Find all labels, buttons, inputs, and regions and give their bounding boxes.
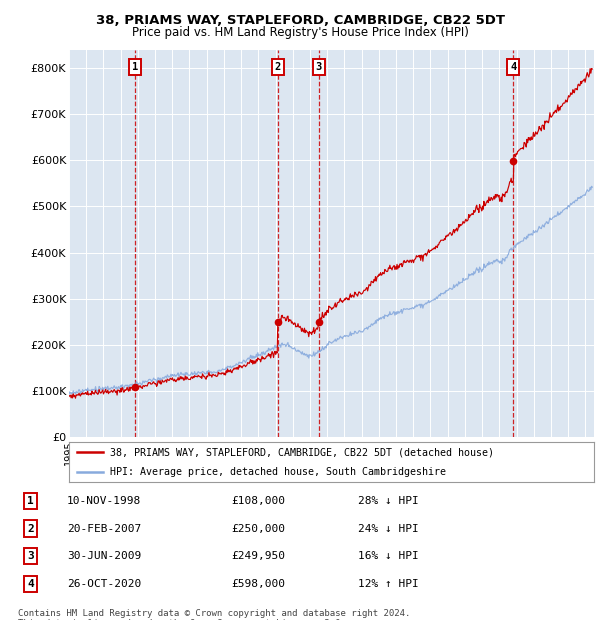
Text: Price paid vs. HM Land Registry's House Price Index (HPI): Price paid vs. HM Land Registry's House …: [131, 26, 469, 39]
Text: 20-FEB-2007: 20-FEB-2007: [67, 523, 141, 534]
Text: 12% ↑ HPI: 12% ↑ HPI: [358, 579, 418, 589]
Text: £598,000: £598,000: [231, 579, 285, 589]
Text: 28% ↓ HPI: 28% ↓ HPI: [358, 496, 418, 506]
Text: HPI: Average price, detached house, South Cambridgeshire: HPI: Average price, detached house, Sout…: [110, 467, 446, 477]
Text: 10-NOV-1998: 10-NOV-1998: [67, 496, 141, 506]
Text: 26-OCT-2020: 26-OCT-2020: [67, 579, 141, 589]
Text: 30-JUN-2009: 30-JUN-2009: [67, 551, 141, 561]
Text: 4: 4: [27, 579, 34, 589]
Text: 38, PRIAMS WAY, STAPLEFORD, CAMBRIDGE, CB22 5DT: 38, PRIAMS WAY, STAPLEFORD, CAMBRIDGE, C…: [95, 14, 505, 27]
Text: 4: 4: [511, 62, 517, 72]
Text: 1: 1: [133, 62, 139, 72]
Text: 3: 3: [316, 62, 322, 72]
Text: 2: 2: [275, 62, 281, 72]
Text: £249,950: £249,950: [231, 551, 285, 561]
Text: £250,000: £250,000: [231, 523, 285, 534]
Text: 1: 1: [27, 496, 34, 506]
Text: £108,000: £108,000: [231, 496, 285, 506]
Text: 3: 3: [27, 551, 34, 561]
Text: 2: 2: [27, 523, 34, 534]
Text: 16% ↓ HPI: 16% ↓ HPI: [358, 551, 418, 561]
Text: 24% ↓ HPI: 24% ↓ HPI: [358, 523, 418, 534]
Text: Contains HM Land Registry data © Crown copyright and database right 2024.
This d: Contains HM Land Registry data © Crown c…: [18, 609, 410, 620]
Text: 38, PRIAMS WAY, STAPLEFORD, CAMBRIDGE, CB22 5DT (detached house): 38, PRIAMS WAY, STAPLEFORD, CAMBRIDGE, C…: [110, 447, 494, 457]
